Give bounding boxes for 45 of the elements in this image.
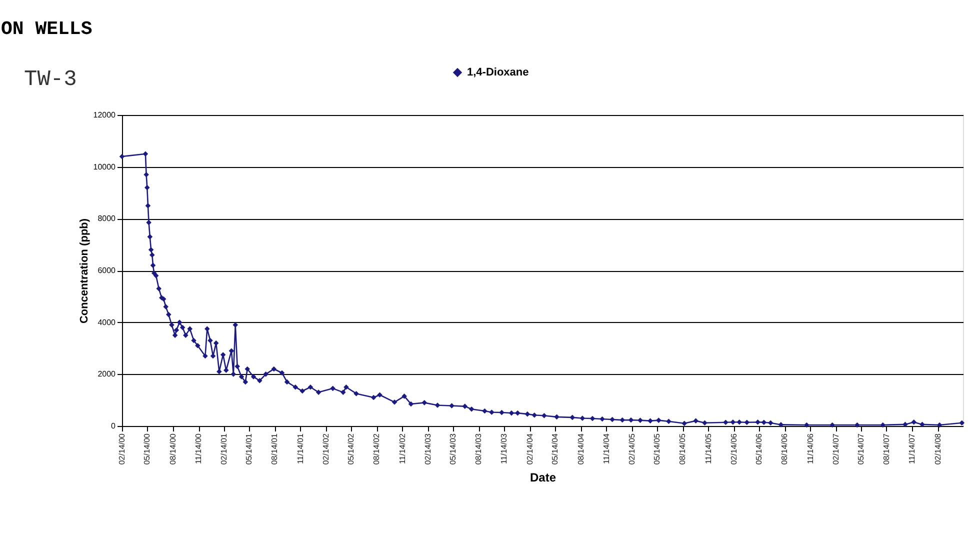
- text: ON WELLS: [1, 18, 92, 40]
- y-tick-label: 10000: [93, 162, 116, 172]
- x-tick-label: 02/14/03: [424, 432, 433, 465]
- x-tick-label: 02/14/05: [628, 432, 637, 465]
- y-tick-label: 2000: [98, 370, 116, 379]
- x-tick-label: 08/14/04: [576, 432, 586, 465]
- x-tick-label: 05/14/02: [346, 432, 356, 465]
- y-axis-title: Concentration (ppb): [78, 218, 90, 324]
- x-tick-label: 11/14/06: [806, 432, 815, 464]
- x-tick-label: 11/14/01: [296, 432, 305, 464]
- chart-title: TW-3: [24, 67, 77, 92]
- y-tick-label: 4000: [98, 318, 116, 327]
- x-tick-label: 08/14/02: [372, 432, 382, 465]
- legend-label: 1,4-Dioxane: [467, 66, 529, 78]
- x-tick-label: 02/14/02: [322, 432, 331, 465]
- x-tick-label: 02/14/08: [933, 432, 942, 465]
- y-tick-label: 8000: [98, 214, 116, 224]
- y-tick-label: 6000: [98, 266, 116, 275]
- x-tick-label: 11/14/00: [194, 432, 204, 464]
- x-tick-label: 05/14/04: [550, 432, 560, 465]
- x-tick-label: 08/14/01: [270, 432, 280, 465]
- x-tick-label: 11/14/04: [602, 432, 611, 464]
- x-tick-label: 02/14/00: [118, 432, 126, 465]
- x-tick-label: 02/14/04: [525, 432, 534, 465]
- x-tick-label: 05/14/03: [448, 432, 458, 465]
- x-tick-label: 02/14/06: [730, 432, 739, 465]
- x-tick-label: 05/14/05: [652, 432, 662, 465]
- x-tick-label: 02/14/01: [220, 432, 229, 465]
- x-tick-label: 11/14/02: [398, 432, 407, 464]
- x-tick-label: 08/14/03: [474, 432, 484, 465]
- x-tick-label: 11/14/05: [704, 432, 713, 464]
- x-tick-label: 08/14/05: [678, 432, 688, 465]
- x-tick-label: 02/14/07: [831, 432, 840, 465]
- y-tick-label: 0: [111, 422, 116, 430]
- x-tick-label: 05/14/00: [142, 432, 152, 465]
- y-tick-label: 12000: [93, 110, 116, 120]
- x-tick-label: 08/14/00: [168, 432, 178, 465]
- x-tick-label: 05/14/07: [856, 432, 866, 465]
- x-tick-label: 05/14/01: [244, 432, 254, 465]
- x-tick-label: 08/14/06: [780, 432, 790, 465]
- x-tick-label: 11/14/03: [500, 432, 509, 464]
- x-axis-title: Date: [530, 470, 556, 485]
- x-tick-label: 05/14/06: [754, 432, 764, 465]
- x-tick-label: 08/14/07: [882, 432, 891, 465]
- x-tick-label: 11/14/07: [908, 432, 917, 464]
